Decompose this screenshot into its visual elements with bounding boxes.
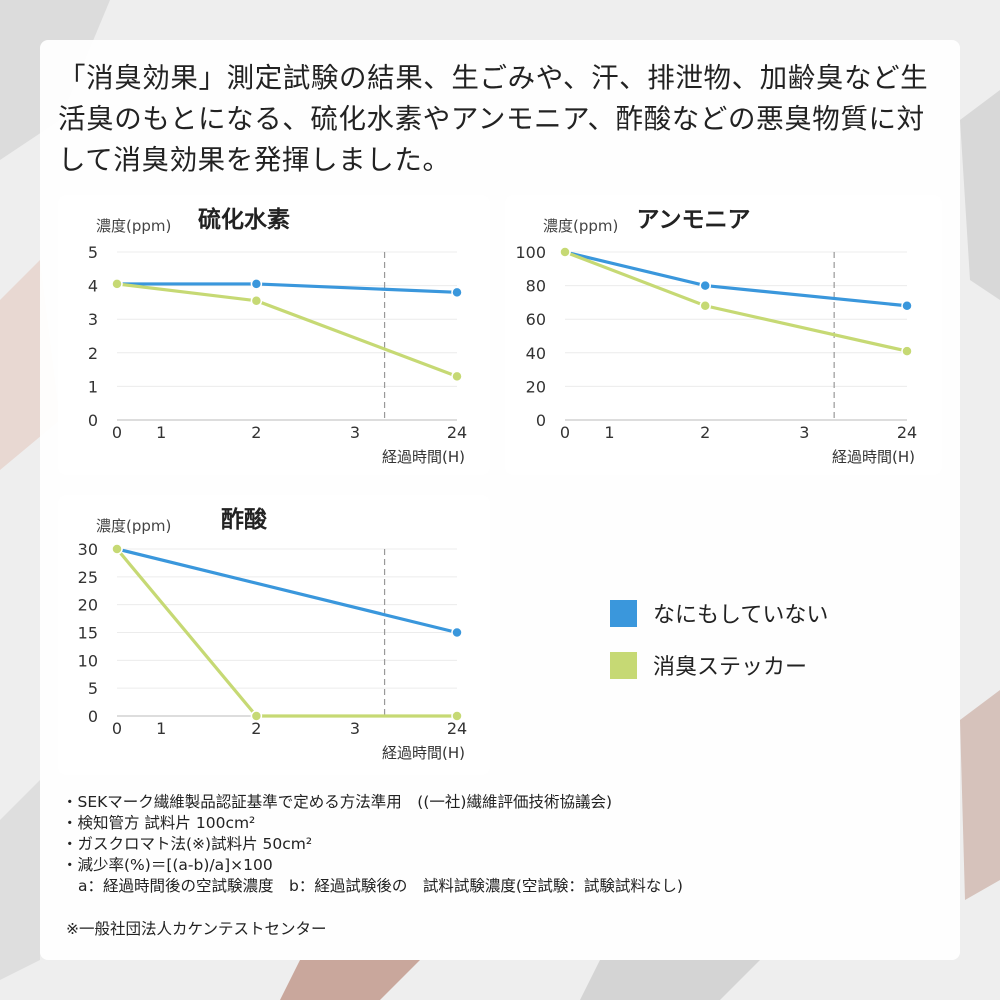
- x-tick-label: 0: [112, 719, 122, 738]
- chart-title: アンモニア: [636, 207, 750, 233]
- y-tick-label: 0: [88, 411, 98, 430]
- data-point: [901, 345, 913, 357]
- legend-label: なにもしていない: [653, 603, 828, 628]
- chart-panel: [58, 495, 490, 775]
- decor: [280, 960, 420, 1000]
- data-point: [250, 294, 263, 307]
- x-tick-label: 24: [897, 423, 917, 442]
- x-tick-label: 2: [251, 423, 261, 442]
- y-axis-label: 濃度(ppm): [96, 217, 171, 235]
- legend-swatch: [610, 600, 637, 627]
- y-tick-label: 1: [88, 377, 98, 396]
- y-tick-label: 80: [526, 277, 546, 296]
- y-tick-label: 5: [88, 679, 98, 698]
- y-tick-label: 30: [78, 540, 98, 559]
- y-tick-label: 15: [78, 624, 98, 643]
- note: ・減少率(%)＝[(a-b)/a]×100: [62, 856, 273, 874]
- x-tick-label: 1: [604, 423, 614, 442]
- y-tick-label: 5: [88, 243, 98, 262]
- decor: [960, 90, 1000, 300]
- note: a：経過時間後の空試験濃度 b：経過試験後の 試料試験濃度(空試験：試験試料なし…: [78, 877, 683, 895]
- decor: [0, 780, 40, 980]
- x-axis-label: 経過時間(H): [832, 448, 915, 466]
- notes: ・SEKマーク繊維製品認証基準で定める方法準用 ((一社)繊維評価技術協議会) …: [62, 792, 683, 897]
- data-point: [559, 246, 571, 258]
- data-point: [699, 279, 711, 292]
- x-tick-label: 3: [350, 423, 360, 442]
- decor: [960, 690, 1000, 900]
- y-tick-label: 0: [88, 707, 98, 726]
- chart-panel: [58, 195, 490, 475]
- data-point: [250, 710, 263, 722]
- y-tick-label: 20: [526, 377, 546, 396]
- legend-swatch: [610, 652, 637, 679]
- data-point: [250, 278, 263, 290]
- data-point: [111, 278, 123, 290]
- chart-panel: [505, 195, 942, 475]
- note: ・ガスクロマト法(※)試料片 50cm²: [62, 835, 313, 853]
- x-tick-label: 1: [156, 719, 166, 738]
- y-tick-label: 60: [526, 310, 546, 329]
- x-tick-label: 1: [156, 423, 166, 442]
- note: ・検知管方 試料片 100cm²: [62, 814, 256, 832]
- data-point: [451, 626, 463, 639]
- y-axis-label: 濃度(ppm): [96, 517, 171, 535]
- footnote: ※一般社団法人カケンテストセンター: [66, 920, 327, 938]
- x-axis-label: 経過時間(H): [382, 744, 465, 762]
- y-tick-label: 3: [88, 310, 98, 329]
- y-tick-label: 2: [88, 344, 98, 363]
- data-point: [901, 300, 913, 312]
- x-tick-label: 24: [447, 423, 467, 442]
- intro-text: 「消臭効果」測定試験の結果、生ごみや、汗、排泄物、加齢臭など生活臭のもとになる、…: [58, 62, 929, 176]
- y-tick-label: 20: [78, 596, 98, 615]
- x-tick-label: 0: [112, 423, 122, 442]
- data-point: [451, 286, 463, 299]
- data-point: [111, 543, 123, 555]
- y-tick-label: 0: [536, 411, 546, 430]
- y-axis-label: 濃度(ppm): [543, 217, 618, 235]
- y-tick-label: 4: [88, 277, 98, 296]
- x-tick-label: 0: [560, 423, 570, 442]
- legend-label: 消臭ステッカー: [653, 655, 807, 680]
- x-axis-label: 経過時間(H): [382, 448, 465, 466]
- x-tick-label: 3: [799, 423, 809, 442]
- series-line: [116, 547, 458, 635]
- note: ・SEKマーク繊維製品認証基準で定める方法準用 ((一社)繊維評価技術協議会): [62, 793, 612, 811]
- x-tick-label: 3: [350, 719, 360, 738]
- data-point: [451, 710, 463, 722]
- y-tick-label: 100: [515, 243, 546, 262]
- data-point: [699, 300, 711, 312]
- x-tick-label: 2: [700, 423, 710, 442]
- x-tick-label: 24: [447, 719, 467, 738]
- chart-title: 酢酸: [221, 507, 268, 533]
- chart-title: 硫化水素: [198, 206, 290, 233]
- y-tick-label: 10: [78, 651, 98, 670]
- x-tick-label: 2: [251, 719, 261, 738]
- decor: [580, 960, 760, 1000]
- y-tick-label: 40: [526, 344, 546, 363]
- data-point: [451, 370, 463, 383]
- y-tick-label: 25: [78, 568, 98, 587]
